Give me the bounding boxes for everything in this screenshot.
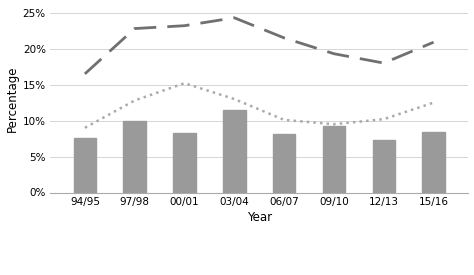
Bar [422, 132, 445, 192]
Bar [273, 134, 295, 192]
Bar [323, 126, 345, 192]
Bar [373, 140, 395, 192]
Bar [223, 110, 246, 192]
Bar [173, 133, 196, 192]
Bar [73, 138, 96, 192]
Bar [124, 121, 146, 192]
Y-axis label: Percentage: Percentage [6, 66, 18, 132]
X-axis label: Year: Year [246, 211, 272, 224]
